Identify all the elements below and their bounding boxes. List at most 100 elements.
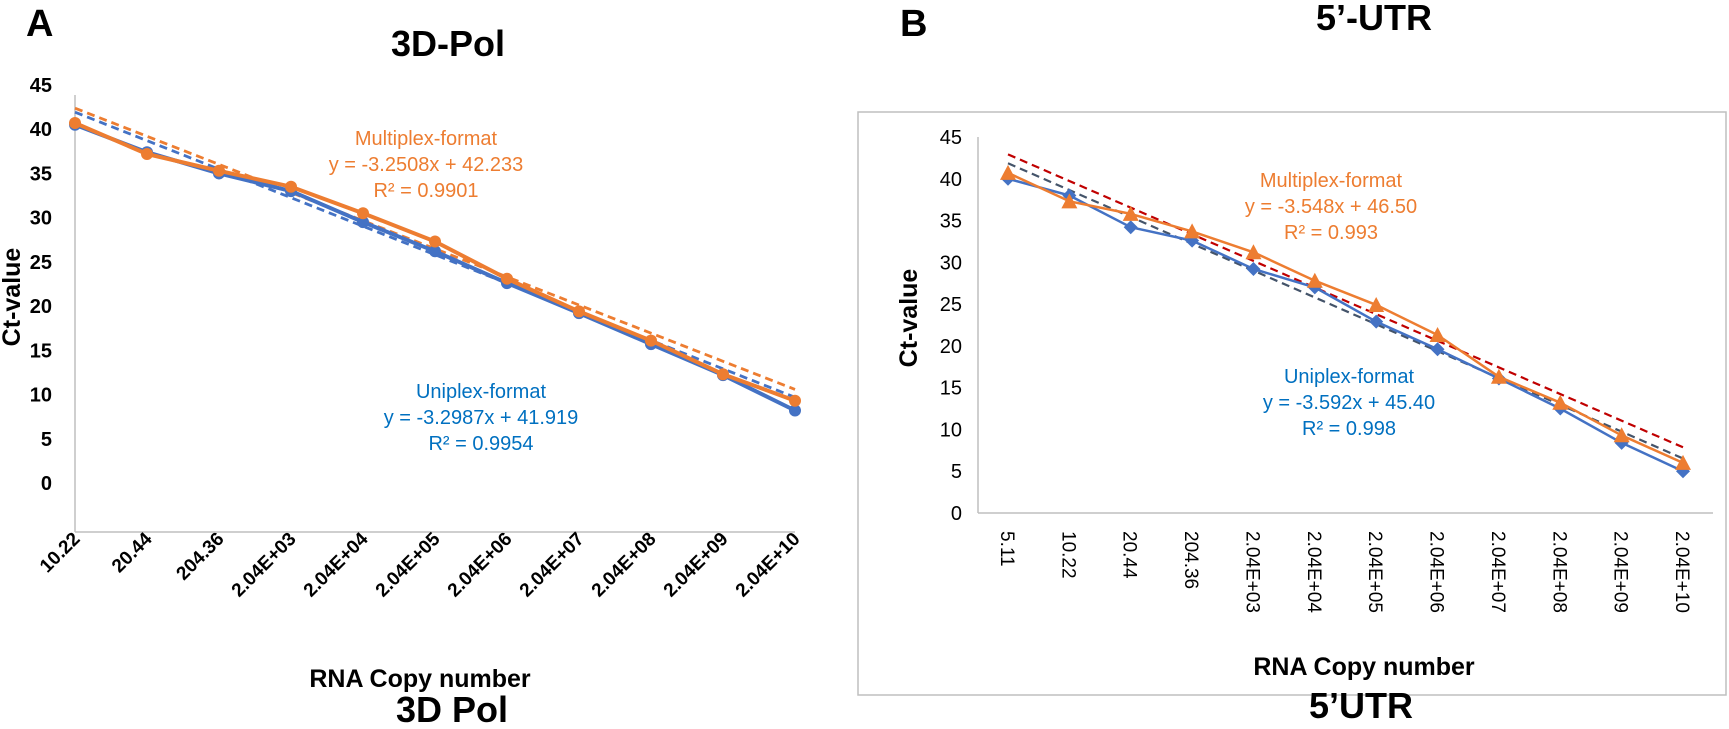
panel-a-y-tick-label: 40 — [30, 119, 52, 141]
panel-b-y-tick-label: 30 — [940, 252, 962, 274]
panel-a-multiplex-equation-text: y = -3.2508x + 42.233 — [329, 154, 524, 176]
panel-b-y-ticks: 0 5 10 15 20 25 30 35 40 45 — [940, 127, 962, 525]
panel-a-multiplex-point — [645, 334, 657, 347]
panel-a-series — [69, 117, 801, 417]
panel-a-caption: 3D Pol — [396, 689, 508, 729]
panel-a-multiplex-point — [141, 147, 153, 160]
panel-b-x-tick-label: 20.44 — [1119, 531, 1140, 579]
panel-a-trendline-multiplex — [74, 106, 796, 391]
panel-b-multiplex-equation: Multiplex-format y = -3.548x + 46.50 R² … — [1245, 170, 1417, 244]
panel-b-chart-border — [857, 111, 1727, 696]
panel-a-multiplex-point — [789, 394, 801, 407]
panel-a-x-tick-label: 2.04E+04 — [300, 528, 373, 601]
panel-a-y-tick-label: 10 — [30, 385, 52, 407]
panel-a-x-axis-label: RNA Copy number — [309, 665, 531, 693]
panel-a-y-tick-label: 15 — [30, 340, 52, 362]
panel-a-multiplex-equation: Multiplex-format y = -3.2508x + 42.233 R… — [329, 128, 524, 202]
panel-b-x-axis-label: RNA Copy number — [1253, 653, 1475, 681]
panel-a-y-tick-label: 5 — [41, 429, 52, 451]
panel-a-x-tick-label: 2.04E+10 — [732, 529, 805, 602]
panel-a-letter: A — [26, 3, 53, 45]
panel-b-y-tick-label: 20 — [940, 336, 962, 358]
panel-b-y-tick-label: 35 — [940, 211, 962, 233]
panel-b-x-ticks: 5.11 10.22 20.44 204.36 2.04E+03 2.04E+04 2.04… — [996, 531, 1692, 613]
panel-a-uniplex-point — [429, 245, 441, 258]
panel-a-multiplex-point — [213, 164, 225, 177]
panel-b-multiplex-equation-text: y = -3.548x + 46.50 — [1245, 196, 1417, 218]
panel-a-multiplex-point — [717, 368, 729, 381]
panel-a-title: 3D-Pol — [391, 23, 505, 64]
panel-b-x-tick-label: 204.36 — [1180, 531, 1201, 589]
panel-b-multiplex-point — [1490, 368, 1507, 384]
panel-b-series — [1000, 164, 1691, 479]
panel-a-x-tick-label: 2.04E+05 — [372, 528, 445, 601]
panel-b-y-tick-label: 45 — [940, 127, 962, 149]
panel-a-multiplex-point — [429, 235, 441, 248]
panel-b-y-tick-label: 0 — [951, 503, 962, 525]
panel-b-uniplex-point — [1369, 314, 1384, 329]
panel-b-y-tick-label: 40 — [940, 169, 962, 191]
panel-b-multiplex-r2: R² = 0.993 — [1284, 222, 1378, 244]
panel-a-multiplex-point — [573, 305, 585, 318]
panel-a-multiplex-point — [69, 117, 81, 130]
panel-b-uniplex-equation-text: y = -3.592x + 45.40 — [1263, 392, 1435, 414]
panel-a-y-tick-label: 45 — [30, 75, 52, 97]
panel-a-multiplex-point — [285, 180, 297, 193]
panel-b-multiplex-point — [1122, 205, 1139, 221]
panel-a-trendlines — [74, 106, 796, 399]
panel-b-y-tick-label: 5 — [951, 461, 962, 483]
panel-a-multiplex-label: Multiplex-format — [355, 128, 498, 150]
panel-a-uniplex-equation-text: y = -3.2987x + 41.919 — [384, 407, 579, 429]
panel-b-trendline-multiplex — [1007, 153, 1684, 449]
panel-b-multiplex-point — [1613, 427, 1630, 443]
panel-b-uniplex-equation: Uniplex-format y = -3.592x + 45.40 R² = … — [1263, 366, 1435, 440]
panel-a-x-tick-label: 20.44 — [108, 528, 157, 577]
panel-a-x-tick-label: 204.36 — [173, 529, 229, 585]
panel-b-x-tick-label: 2.04E+10 — [1671, 531, 1692, 613]
panel-b-x-tick-label: 10.22 — [1057, 531, 1078, 579]
panel-a-y-ticks: 0 5 10 15 20 25 30 35 40 45 — [30, 75, 52, 495]
panel-a-y-tick-label: 25 — [30, 252, 52, 274]
panel-b-multiplex-point — [1552, 394, 1569, 410]
panel-b-x-tick-label: 2.04E+05 — [1364, 531, 1385, 613]
panel-a-y-tick-label: 20 — [30, 296, 52, 318]
panel-b-multiplex-point — [1675, 454, 1691, 470]
panel-b-y-tick-label: 15 — [940, 378, 962, 400]
panel-b-uniplex-point — [1430, 342, 1445, 357]
panel-a-x-tick-label: 2.04E+07 — [516, 529, 589, 602]
panel-a-uniplex-r2: R² = 0.9954 — [428, 433, 533, 455]
panel-b-y-axis-label: Ct-value — [895, 269, 923, 368]
panel-b-uniplex-r2: R² = 0.998 — [1302, 418, 1396, 440]
panel-a-multiplex-r2: R² = 0.9901 — [373, 180, 478, 202]
panel-a-multiplex-point — [357, 207, 369, 220]
panel-b-x-tick-label: 2.04E+07 — [1487, 531, 1508, 613]
panel-b-multiplex-point — [1184, 223, 1201, 239]
panel-b-letter: B — [900, 3, 927, 45]
panel-b: B 5’-UTR Ct-value 0 5 10 15 20 25 30 35 40 45 5.1… — [857, 0, 1727, 726]
panel-a-y-axis-label: Ct-value — [0, 248, 26, 347]
panel-a-y-tick-label: 35 — [30, 163, 52, 185]
panel-b-x-tick-label: 5.11 — [996, 531, 1017, 567]
panel-b-y-tick-label: 25 — [940, 294, 962, 316]
panel-b-title: 5’-UTR — [1316, 0, 1432, 38]
panel-a-uniplex-point — [789, 404, 801, 417]
panel-a-y-tick-label: 30 — [30, 208, 52, 230]
panel-a-uniplex-label: Uniplex-format — [416, 381, 546, 403]
panel-b-multiplex-point — [1061, 193, 1078, 209]
panel-a-uniplex-point — [357, 216, 369, 229]
panel-b-multiplex-point — [1245, 244, 1262, 260]
panel-a-y-tick-label: 0 — [41, 473, 52, 495]
panel-b-multiplex-label: Multiplex-format — [1260, 170, 1403, 192]
panel-a-uniplex-equation: Uniplex-format y = -3.2987x + 41.919 R² … — [384, 381, 579, 455]
panel-b-x-tick-label: 2.04E+06 — [1426, 531, 1447, 613]
panel-b-uniplex-label: Uniplex-format — [1284, 366, 1414, 388]
panel-b-multiplex-point — [1306, 272, 1323, 288]
panel-b-multiplex-line — [1007, 171, 1684, 465]
panel-b-multiplex-point — [1429, 327, 1446, 343]
panel-a-x-tick-label: 10.22 — [36, 529, 84, 577]
panel-b-multiplex-point — [1000, 164, 1016, 180]
panel-b-x-tick-label: 2.04E+03 — [1241, 531, 1262, 613]
panel-a-x-tick-label: 2.04E+06 — [444, 529, 517, 602]
panel-b-y-tick-label: 10 — [940, 419, 962, 441]
